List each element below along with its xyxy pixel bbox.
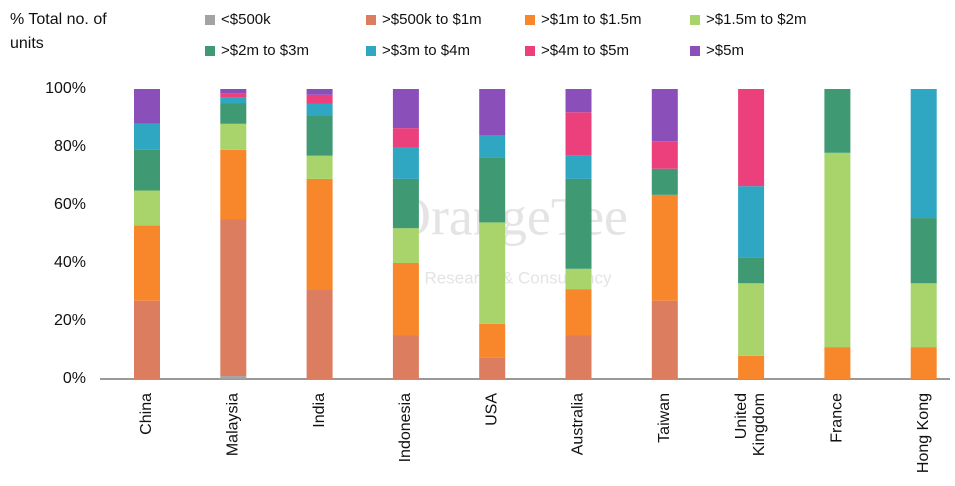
bar-segment (910, 89, 937, 219)
bar-segment (220, 103, 247, 124)
bar-segment (479, 135, 506, 158)
watermark-subtitle: Research & Consultancy (424, 268, 612, 287)
legend-swatch (525, 46, 535, 56)
legend-label: >$5m (706, 42, 744, 59)
bar-segment (479, 323, 506, 358)
bar-segment (738, 283, 765, 356)
bar-segment (220, 93, 247, 98)
x-tick-label: UnitedKingdom (733, 393, 768, 456)
watermark: OrangeTee (392, 186, 628, 246)
bar-segment (565, 112, 592, 156)
bar-segment (910, 218, 937, 284)
x-tick-label: Indonesia (397, 393, 414, 462)
bar-segment (910, 283, 937, 348)
bar-segment (479, 357, 506, 379)
y-axis-title: % Total no. of units (10, 11, 107, 52)
bar-segment (651, 89, 678, 142)
legend-swatch (205, 15, 215, 25)
y-tick-label: 40% (54, 254, 86, 271)
bar-segment (134, 300, 160, 379)
bar-segment (479, 222, 506, 324)
legend-label: <$500k (221, 11, 271, 28)
bar-segment (651, 300, 678, 379)
x-tick-label: Taiwan (656, 393, 673, 443)
bar-segment (392, 147, 419, 179)
legend-label: >$1m to $1.5m (541, 11, 641, 28)
bar-segment (134, 89, 160, 124)
bar-segment (306, 89, 333, 95)
bar-segment (651, 141, 678, 169)
legend-label: >$4m to $5m (541, 42, 629, 59)
bar-segment (651, 168, 678, 195)
bar-segment (392, 128, 419, 147)
bar-segment (306, 94, 333, 104)
legend-swatch (690, 46, 700, 56)
legend-swatch (366, 46, 376, 56)
legend-label: >$1.5m to $2m (706, 11, 806, 28)
bar-segment (220, 149, 247, 220)
bar-segment (565, 289, 592, 336)
y-tick-label: 60% (54, 196, 86, 213)
bar-segment (134, 149, 160, 191)
bar-segment (306, 178, 333, 290)
bar-segment (651, 194, 678, 301)
bar-segment (479, 89, 506, 136)
x-tick-label: Malaysia (225, 393, 242, 456)
bar-segment (220, 97, 247, 104)
bar-segment (134, 190, 160, 226)
bar-segment (306, 115, 333, 156)
legend-label: >$2m to $3m (221, 42, 309, 59)
bar-segment (306, 289, 333, 379)
legend-label: >$500k to $1m (382, 11, 482, 28)
bar-segment (392, 263, 419, 336)
bar-segment (565, 89, 592, 113)
bar-segment (738, 186, 765, 258)
bar-segment (220, 89, 247, 94)
bar-segment (824, 89, 851, 153)
bar-segment (392, 335, 419, 379)
bar-segment (392, 89, 419, 129)
bar-segment (134, 123, 160, 150)
bar-segment (220, 219, 247, 377)
bar-segment (738, 89, 765, 187)
x-tick-label: Australia (570, 393, 587, 455)
legend-swatch (366, 15, 376, 25)
legend-label: >$3m to $4m (382, 42, 470, 59)
bar-segment (306, 103, 333, 116)
legend-swatch (525, 15, 535, 25)
y-tick-label: 20% (54, 312, 86, 329)
x-tick-label: India (311, 393, 328, 428)
x-tick-label: France (829, 393, 846, 443)
legend-swatch (205, 46, 215, 56)
x-tick-label: Hong Kong (915, 393, 932, 473)
bar-segment (392, 228, 419, 263)
legend-swatch (690, 15, 700, 25)
bar-segment (392, 178, 419, 229)
bar-segment (479, 157, 506, 223)
x-tick-label: USA (483, 393, 500, 426)
bar-segment (565, 155, 592, 179)
bar-segment (306, 155, 333, 179)
bar-segment (824, 152, 851, 348)
y-tick-label: 80% (54, 138, 86, 155)
bar-segment (565, 268, 592, 290)
bar-segment (134, 225, 160, 301)
bar-segment (565, 335, 592, 379)
bar-segment (738, 355, 765, 379)
bar-segment (220, 123, 247, 150)
bar-segment (565, 178, 592, 269)
bar-segment (220, 376, 247, 379)
y-tick-label: 100% (45, 80, 86, 97)
bar-segment (738, 257, 765, 284)
y-tick-label: 0% (63, 370, 86, 387)
bar-segment (910, 347, 937, 379)
x-tick-label: China (138, 393, 155, 435)
bar-segment (824, 347, 851, 379)
